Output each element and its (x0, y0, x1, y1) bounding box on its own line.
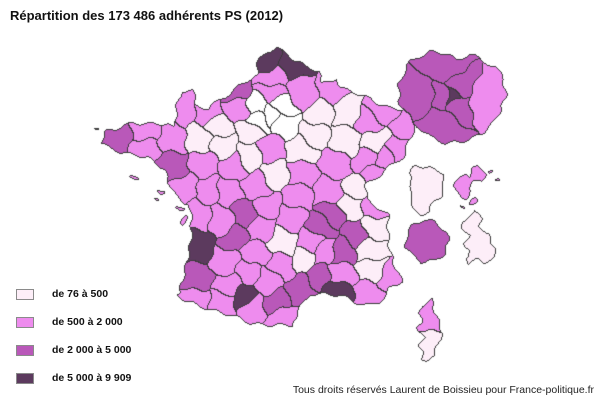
copyright-notice: Tous droits réservés Laurent de Boissieu… (292, 384, 594, 396)
legend-swatch-class2 (16, 316, 34, 328)
legend-swatch-class3 (16, 344, 34, 356)
legend-swatch-class4 (16, 372, 34, 384)
legend-label: de 76 à 500 (52, 288, 109, 300)
legend-item: de 500 à 2 000 (16, 308, 131, 336)
legend-swatch-class1 (16, 288, 34, 300)
legend-item: de 2 000 à 5 000 (16, 336, 131, 364)
legend-label: de 500 à 2 000 (52, 316, 123, 328)
legend: de 76 à 500 de 500 à 2 000 de 2 000 à 5 … (16, 280, 131, 392)
legend-item: de 5 000 à 9 909 (16, 364, 131, 392)
map-title: Répartition des 173 486 adhérents PS (20… (10, 8, 284, 23)
legend-label: de 5 000 à 9 909 (52, 372, 132, 384)
legend-label: de 2 000 à 5 000 (52, 344, 132, 356)
legend-item: de 76 à 500 (16, 280, 131, 308)
